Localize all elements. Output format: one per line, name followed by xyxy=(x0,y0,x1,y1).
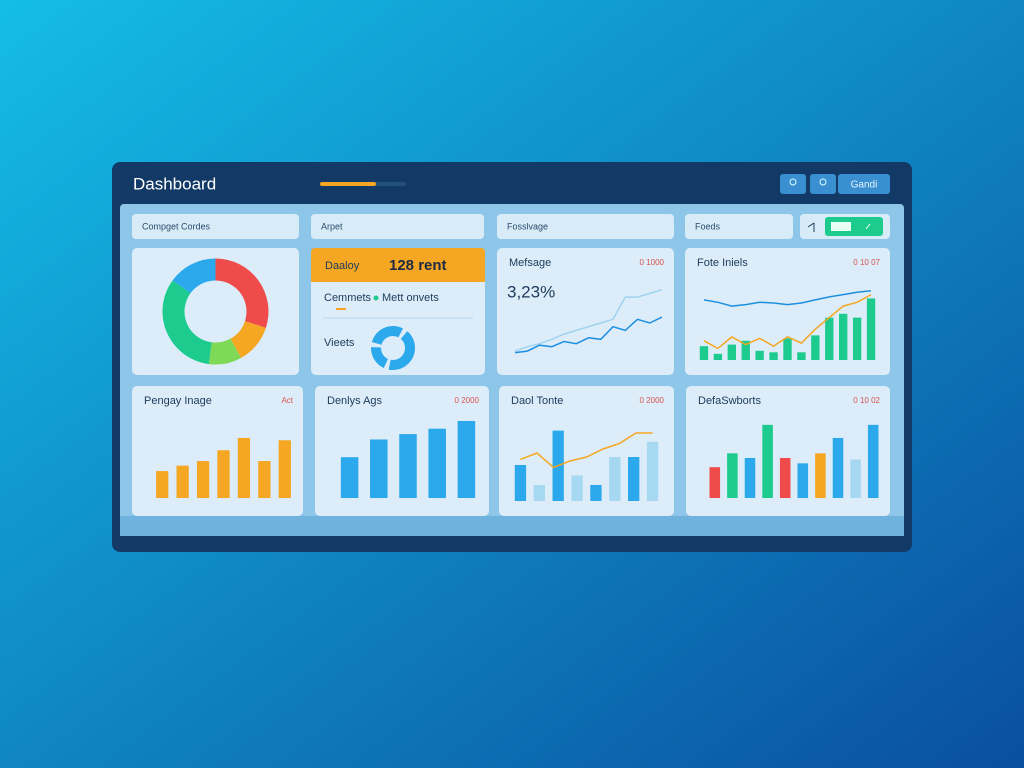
bar xyxy=(457,421,476,498)
card-badge: 0 2000 xyxy=(640,396,665,405)
bar xyxy=(258,461,271,498)
action-button[interactable] xyxy=(838,174,890,194)
bar xyxy=(428,428,446,498)
line-series xyxy=(514,316,663,354)
bar xyxy=(850,459,861,498)
legend-swatch xyxy=(336,308,346,310)
filter-field[interactable] xyxy=(685,214,793,239)
line-series xyxy=(703,289,872,307)
bar xyxy=(797,463,809,498)
bar xyxy=(744,457,756,498)
bar xyxy=(340,457,359,498)
icon xyxy=(789,178,797,186)
bar xyxy=(727,453,738,498)
bar xyxy=(815,453,826,498)
card-title: Mefsage xyxy=(509,257,551,269)
bar xyxy=(762,424,773,498)
icon xyxy=(807,222,815,232)
metric-value: 3,23% xyxy=(507,282,555,301)
bar xyxy=(783,338,792,360)
bar xyxy=(237,437,251,498)
bar xyxy=(196,461,210,498)
donut-segment xyxy=(172,258,216,294)
footer-strip xyxy=(120,516,904,536)
card-title: DefaSwborts xyxy=(698,395,761,407)
donut-segment xyxy=(162,280,212,365)
bar xyxy=(811,335,820,360)
kpi-header-label: Daaloy xyxy=(325,260,360,272)
bar xyxy=(699,346,709,360)
bar xyxy=(533,485,545,501)
bar xyxy=(628,457,640,501)
bar xyxy=(741,340,750,360)
bar xyxy=(713,353,723,360)
bar xyxy=(217,450,230,498)
donut-segment xyxy=(208,338,242,365)
card-badge: 0 10 02 xyxy=(853,396,880,405)
bar xyxy=(590,485,602,501)
card-title: Denlys Ags xyxy=(327,395,383,407)
bar xyxy=(779,457,791,498)
bar xyxy=(852,317,862,360)
filter-field[interactable] xyxy=(132,214,299,239)
toggle-active[interactable] xyxy=(825,217,883,236)
mini-donut xyxy=(371,326,415,370)
line-series xyxy=(703,293,872,350)
filter-field[interactable] xyxy=(311,214,484,239)
donut-segment xyxy=(215,258,269,328)
legend-label: Mett onvets xyxy=(382,292,439,304)
action-label: Gandi xyxy=(851,180,878,191)
legend-label: Cemmets xyxy=(324,292,372,304)
card-badge: Act xyxy=(281,396,293,405)
icon xyxy=(865,223,871,230)
icon xyxy=(819,178,827,186)
kpi-value: 128 rent xyxy=(389,257,447,274)
card xyxy=(685,248,890,375)
bar xyxy=(176,465,189,498)
filter-field[interactable] xyxy=(497,214,674,239)
bar xyxy=(866,298,876,360)
bar xyxy=(832,437,844,498)
card-title: Pengay Inage xyxy=(144,395,212,407)
bar xyxy=(755,350,764,360)
kpi-label: Vieets xyxy=(324,337,355,349)
card-title: Fote Iniels xyxy=(697,257,748,269)
bar xyxy=(867,424,879,498)
filter-label: Compget Cordes xyxy=(142,221,211,231)
bar xyxy=(609,457,621,501)
bar xyxy=(797,352,806,360)
bar xyxy=(825,317,834,360)
icon-button[interactable] xyxy=(780,174,806,194)
legend-dot xyxy=(373,295,379,301)
icon-button[interactable] xyxy=(810,174,836,194)
card-badge: 0 1000 xyxy=(640,258,665,267)
bar xyxy=(709,467,721,498)
filter-label: Foeds xyxy=(695,221,721,231)
line-series xyxy=(520,432,653,469)
card-badge: 0 10 07 xyxy=(853,258,880,267)
bar xyxy=(278,440,291,498)
bar xyxy=(646,441,659,501)
bar xyxy=(571,475,583,501)
bar xyxy=(727,344,736,360)
bar xyxy=(399,434,417,498)
bar xyxy=(514,465,527,501)
filter-label: Arpet xyxy=(321,221,343,231)
bar xyxy=(370,439,388,498)
kpi-header xyxy=(311,248,485,282)
bar xyxy=(156,471,169,498)
card-title: Daol Tonte xyxy=(511,395,563,407)
bar xyxy=(769,352,778,360)
bar xyxy=(839,313,848,360)
icon xyxy=(831,222,851,231)
card-badge: 0 2000 xyxy=(455,396,480,405)
progress-fill xyxy=(320,182,376,186)
line-series xyxy=(514,288,663,352)
filter-label: Fosslvage xyxy=(507,221,548,231)
title: Dashboard xyxy=(133,174,216,193)
donut-segment xyxy=(230,321,266,358)
